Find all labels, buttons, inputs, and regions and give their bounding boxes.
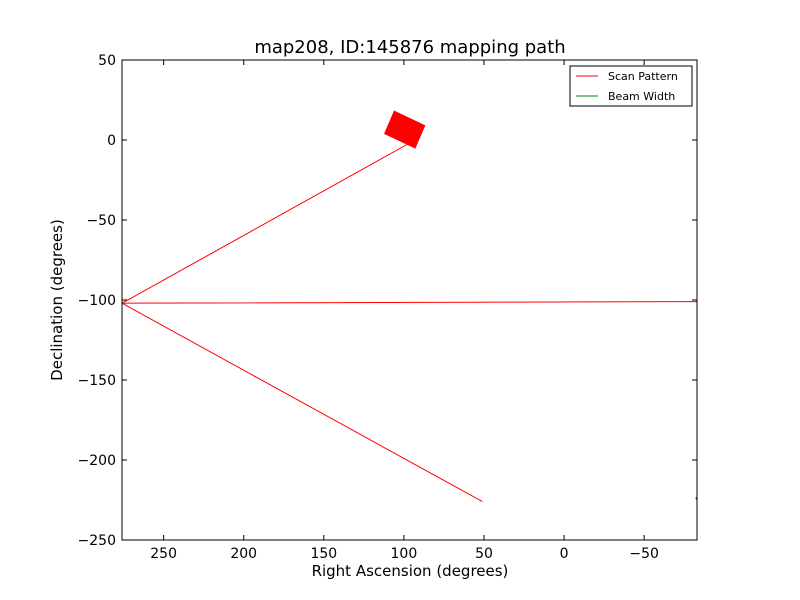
y-tick-label: −50 [86, 213, 116, 229]
x-tick-label: 50 [475, 546, 493, 562]
legend: Scan Pattern Beam Width [569, 65, 693, 107]
x-axis-label: Right Ascension (degrees) [312, 562, 509, 580]
x-tick-label: 250 [150, 546, 177, 562]
plot-area [122, 110, 697, 503]
x-tick-label: 150 [310, 546, 337, 562]
y-axis-label: Declination (degrees) [48, 219, 66, 381]
chart-title: map208, ID:145876 mapping path [254, 37, 565, 58]
y-tick-label: −250 [78, 533, 116, 549]
legend-label-beam-width: Beam Width [608, 90, 675, 103]
series-line-scan-pattern [122, 139, 697, 503]
legend-box [569, 65, 693, 107]
x-tick-label: −50 [629, 546, 659, 562]
x-tick-label: 200 [230, 546, 257, 562]
legend-label-scan-pattern: Scan Pattern [608, 70, 678, 83]
y-tick-label: 0 [107, 133, 116, 149]
y-tick-label: −100 [78, 293, 116, 309]
x-tick-label: 100 [391, 546, 418, 562]
beam-marker-0 [384, 110, 426, 149]
y-tick-label: −150 [78, 373, 116, 389]
x-tick-label: 0 [560, 546, 569, 562]
y-tick-label: −200 [78, 453, 116, 469]
ticks-group: 250 200 150 100 50 0 −50 50 0 −50 −100 −150 −200 −250 [78, 53, 697, 562]
y-tick-label: 50 [98, 53, 116, 69]
